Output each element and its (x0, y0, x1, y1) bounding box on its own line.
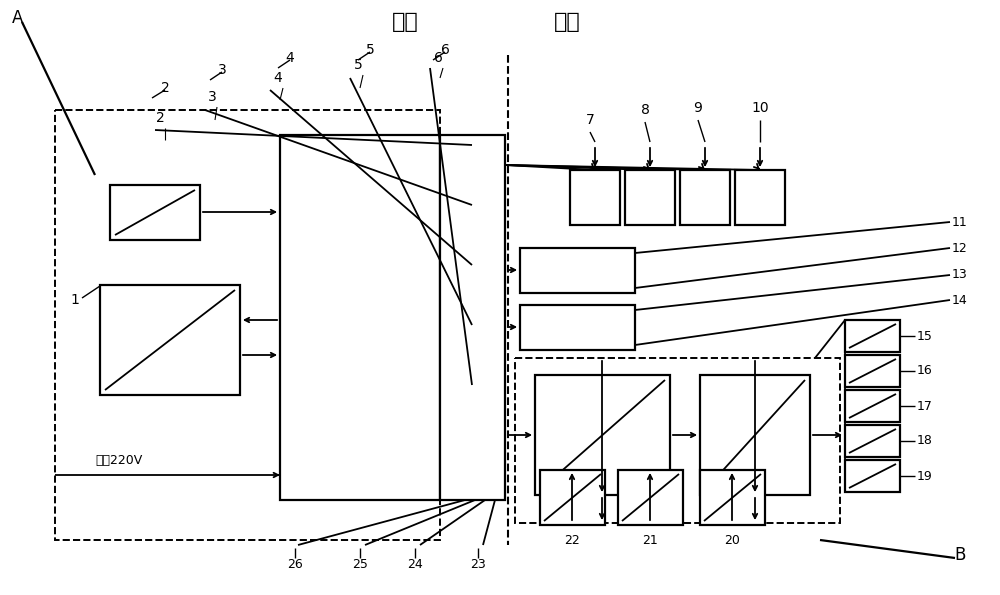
Text: 8: 8 (641, 103, 649, 117)
Bar (100, 285, 240, 395)
Text: 4: 4 (274, 71, 282, 85)
Text: 5: 5 (354, 58, 362, 72)
Text: 2: 2 (161, 81, 169, 95)
Text: 25: 25 (352, 559, 368, 572)
Bar (700, 470, 765, 525)
Bar (845, 425, 900, 457)
Text: 7: 7 (586, 113, 594, 127)
Text: 9: 9 (694, 101, 702, 115)
Text: 21: 21 (642, 534, 658, 546)
Text: 15: 15 (917, 330, 933, 343)
Text: 3: 3 (208, 90, 216, 104)
Text: 16: 16 (917, 365, 933, 377)
Text: 6: 6 (441, 43, 449, 57)
Text: B: B (954, 546, 966, 564)
Text: 交流220V: 交流220V (95, 453, 142, 466)
Text: 19: 19 (917, 469, 933, 483)
Text: 5: 5 (366, 43, 374, 57)
Text: 17: 17 (917, 399, 933, 412)
Bar (55, 110, 440, 540)
Text: 11: 11 (952, 215, 968, 228)
Text: 12: 12 (952, 242, 968, 255)
Bar (845, 355, 900, 387)
Text: A: A (12, 9, 24, 27)
Text: 箭上: 箭上 (554, 12, 580, 32)
Bar (845, 390, 900, 422)
Text: 22: 22 (564, 534, 580, 546)
Text: 26: 26 (287, 559, 303, 572)
Text: 14: 14 (952, 293, 968, 306)
Text: 4: 4 (286, 51, 294, 65)
Text: 地面: 地面 (392, 12, 418, 32)
Bar (845, 460, 900, 492)
Bar (700, 375, 810, 495)
Bar (845, 320, 900, 352)
Text: 23: 23 (470, 559, 486, 572)
Bar (280, 135, 440, 500)
Text: 24: 24 (407, 559, 423, 572)
Bar (680, 170, 730, 225)
Bar (520, 248, 635, 293)
Text: 20: 20 (724, 534, 740, 546)
Text: 2: 2 (156, 111, 164, 125)
Text: 18: 18 (917, 434, 933, 447)
Bar (515, 358, 840, 523)
Bar (520, 305, 635, 350)
Text: 10: 10 (751, 101, 769, 115)
Text: 3: 3 (218, 63, 226, 77)
Bar (440, 135, 505, 500)
Bar (570, 170, 620, 225)
Bar (540, 470, 605, 525)
Bar (110, 185, 200, 240)
Text: 13: 13 (952, 268, 968, 281)
Text: 6: 6 (434, 51, 442, 65)
Bar (535, 375, 670, 495)
Bar (625, 170, 675, 225)
Text: 1: 1 (71, 293, 79, 307)
Bar (618, 470, 683, 525)
Bar (735, 170, 785, 225)
